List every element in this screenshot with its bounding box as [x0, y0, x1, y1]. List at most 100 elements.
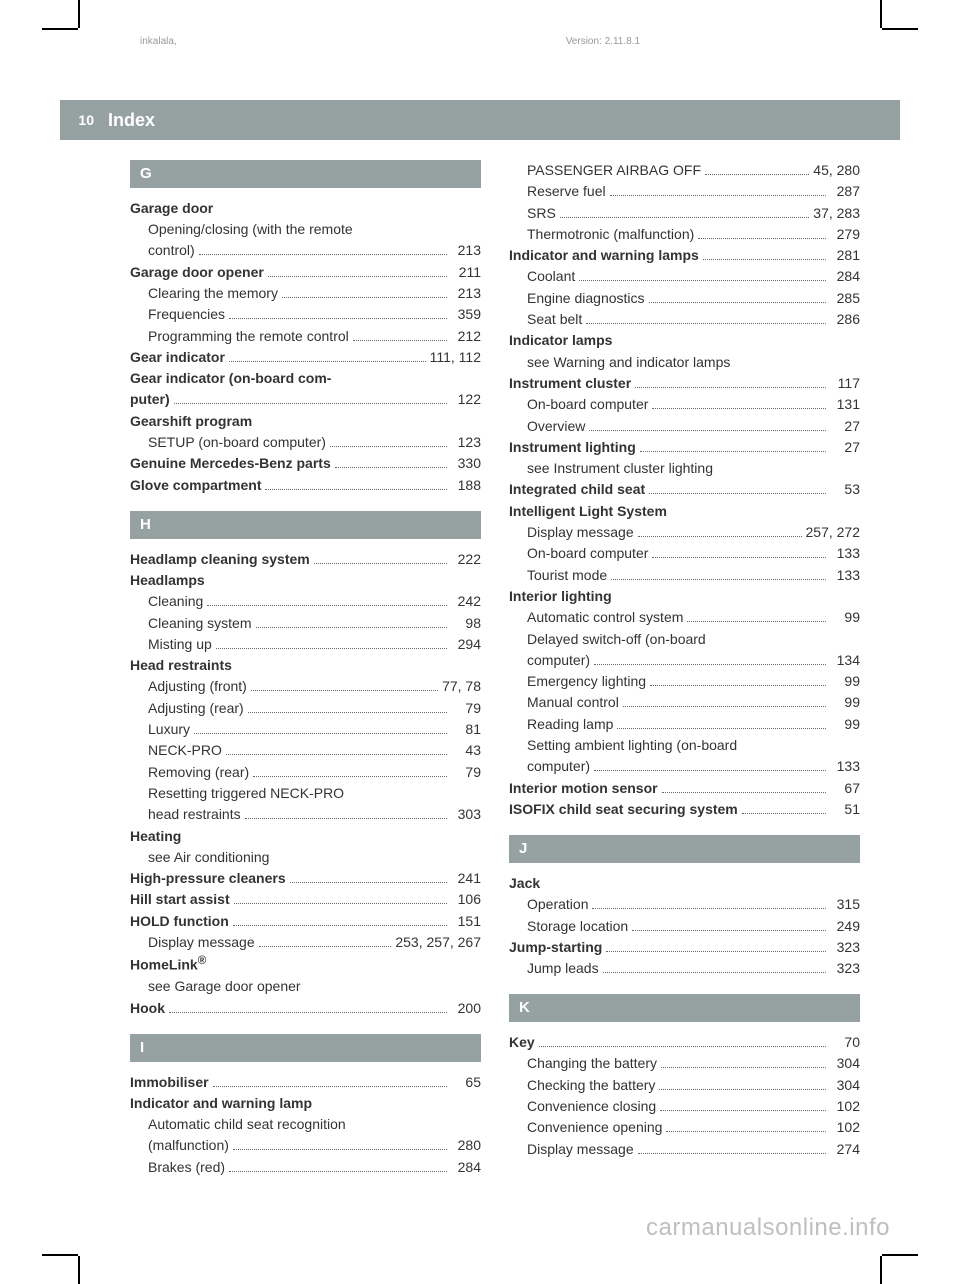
leader-dots: [594, 664, 826, 665]
leader-dots: [638, 536, 802, 537]
leader-dots: [703, 259, 826, 260]
index-heading: Garage door: [130, 198, 481, 218]
index-subentry: Brakes (red)284: [130, 1157, 481, 1177]
entry-page: 99: [830, 607, 860, 627]
section-letter: H: [130, 511, 481, 539]
entry-text: Manual control: [527, 692, 619, 712]
leader-dots: [207, 605, 447, 606]
index-subentry: Adjusting (front)77, 78: [130, 676, 481, 696]
index-heading-with-page: Interior motion sensor67: [509, 778, 860, 798]
index-subentry: Changing the battery304: [509, 1053, 860, 1073]
entry-text: HOLD function: [130, 911, 229, 931]
entry-page: 98: [451, 613, 481, 633]
index-subentry: Setting ambient lighting (on-board: [509, 735, 860, 755]
entry-text: SRS: [527, 203, 556, 223]
entry-text: computer): [527, 756, 590, 776]
index-subentry-cont: computer)133: [509, 756, 860, 776]
entry-text: On-board computer: [527, 394, 648, 414]
index-subentry-plain: see Warning and indicator lamps: [509, 352, 860, 372]
leader-dots: [705, 174, 809, 175]
leader-dots: [169, 1012, 447, 1013]
entry-text: SETUP (on-board computer): [148, 432, 326, 452]
index-subentry-plain: see Air conditioning: [130, 847, 481, 867]
crop-mark: [882, 28, 918, 30]
leader-dots: [662, 792, 826, 793]
entry-page: 249: [830, 916, 860, 936]
entry-page: 151: [451, 911, 481, 931]
crop-mark: [42, 28, 78, 30]
leader-dots: [650, 685, 826, 686]
entry-page: 27: [830, 416, 860, 436]
index-subentry-cont: (malfunction)280: [130, 1135, 481, 1155]
entry-text: Display message: [527, 1139, 634, 1159]
entry-text: Instrument lighting: [509, 437, 636, 457]
index-heading-with-page: ISOFIX child seat securing system51: [509, 799, 860, 819]
index-heading-with-page: Hook200: [130, 998, 481, 1018]
index-heading: HomeLink®: [130, 953, 481, 975]
entry-page: 79: [451, 762, 481, 782]
entry-text: High-pressure cleaners: [130, 868, 286, 888]
leader-dots: [245, 818, 447, 819]
index-subentry-cont: computer)134: [509, 650, 860, 670]
entry-text: Convenience opening: [527, 1117, 662, 1137]
leader-dots: [213, 1086, 447, 1087]
index-heading-with-page: Glove compartment188: [130, 475, 481, 495]
index-subentry: Thermotronic (malfunction)279: [509, 224, 860, 244]
entry-page: 242: [451, 591, 481, 611]
leader-dots: [268, 276, 447, 277]
leader-dots: [256, 627, 448, 628]
index-subentry: Clearing the memory213: [130, 283, 481, 303]
index-subentry: Jump leads323: [509, 958, 860, 978]
index-heading-with-page: Gear indicator111, 112: [130, 347, 481, 367]
entry-page: 315: [830, 894, 860, 914]
page-title: Index: [100, 110, 155, 131]
index-heading-with-page: Genuine Mercedes-Benz parts330: [130, 453, 481, 473]
index-column-right: PASSENGER AIRBAG OFF45, 280Reserve fuel2…: [509, 160, 860, 1178]
entry-text: Jump leads: [527, 958, 599, 978]
index-subentry: Seat belt286: [509, 309, 860, 329]
leader-dots: [638, 1153, 826, 1154]
index-subentry: Reserve fuel287: [509, 181, 860, 201]
index-subentry: Cleaning242: [130, 591, 481, 611]
entry-page: 213: [451, 283, 481, 303]
index-heading: Gear indicator (on-board com-: [130, 368, 481, 388]
leader-dots: [610, 195, 826, 196]
entry-page: 53: [830, 479, 860, 499]
index-subentry: Delayed switch-off (on-board: [509, 629, 860, 649]
entry-text: Key: [509, 1032, 535, 1052]
entry-text: Interior motion sensor: [509, 778, 658, 798]
index-subentry: Automatic child seat recognition: [130, 1114, 481, 1134]
index-heading-with-page: HOLD function 151: [130, 911, 481, 931]
entry-text: Automatic control system: [527, 607, 683, 627]
leader-dots: [589, 430, 826, 431]
print-meta-right: Version: 2.11.8.1: [566, 36, 640, 47]
index-subentry: Manual control99: [509, 692, 860, 712]
watermark: carmanualsonline.info: [646, 1214, 890, 1242]
leader-dots: [314, 563, 447, 564]
entry-page: 123: [451, 432, 481, 452]
index-heading: Intelligent Light System: [509, 501, 860, 521]
entry-text: NECK-PRO: [148, 740, 222, 760]
entry-text: head restraints: [148, 804, 241, 824]
leader-dots: [353, 340, 447, 341]
leader-dots: [594, 770, 826, 771]
leader-dots: [259, 946, 392, 947]
leader-dots: [603, 972, 826, 973]
leader-dots: [635, 387, 826, 388]
index-subentry: Engine diagnostics285: [509, 288, 860, 308]
entry-text: Hill start assist: [130, 889, 230, 909]
leader-dots: [233, 1149, 447, 1150]
leader-dots: [253, 776, 447, 777]
index-subentry: Tourist mode133: [509, 565, 860, 585]
leader-dots: [282, 297, 447, 298]
index-heading-with-page: Jump-starting323: [509, 937, 860, 957]
entry-text: Luxury: [148, 719, 190, 739]
index-heading: Interior lighting: [509, 586, 860, 606]
leader-dots: [660, 1110, 826, 1111]
entry-page: 122: [451, 389, 481, 409]
index-subentry: Opening/closing (with the remote: [130, 219, 481, 239]
leader-dots: [290, 882, 447, 883]
entry-page: 284: [830, 266, 860, 286]
leader-dots: [335, 467, 447, 468]
leader-dots: [579, 280, 826, 281]
